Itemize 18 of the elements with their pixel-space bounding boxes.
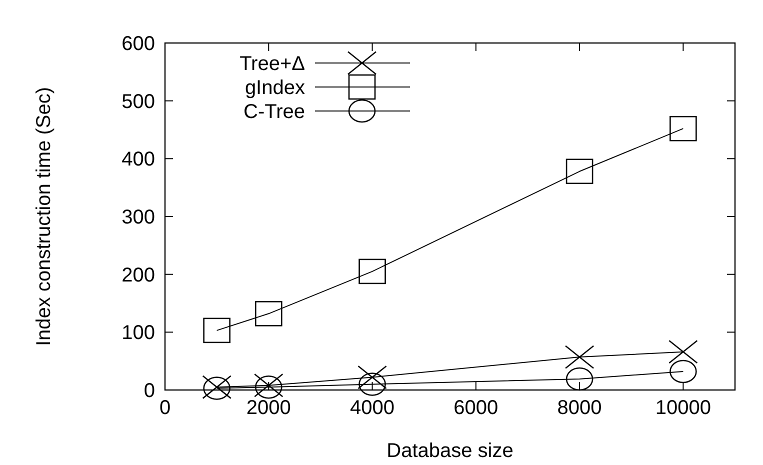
x-tick-label: 8000 <box>557 397 602 419</box>
y-tick-label: 400 <box>122 148 155 171</box>
y-tick-label: 600 <box>122 33 155 55</box>
y-tick-label: 200 <box>122 264 155 286</box>
x-tick-label: 10000 <box>655 397 711 419</box>
x-tick-label: 4000 <box>350 397 395 419</box>
x-tick-label: 6000 <box>454 397 498 419</box>
y-tick-label: 100 <box>122 322 155 344</box>
x-tick-label: 2000 <box>246 397 291 419</box>
legend-label: Tree+Δ <box>240 53 305 75</box>
y-tick-label: 300 <box>122 206 155 228</box>
legend-label: gIndex <box>244 77 305 99</box>
y-tick-label: 0 <box>144 380 155 402</box>
legend-label: C-Tree <box>244 101 305 123</box>
y-tick-label: 500 <box>122 90 155 113</box>
y-axis-title: Index construction time (Sec) <box>33 87 55 346</box>
x-tick-label: 0 <box>159 397 171 419</box>
x-axis-title: Database size <box>386 440 514 462</box>
